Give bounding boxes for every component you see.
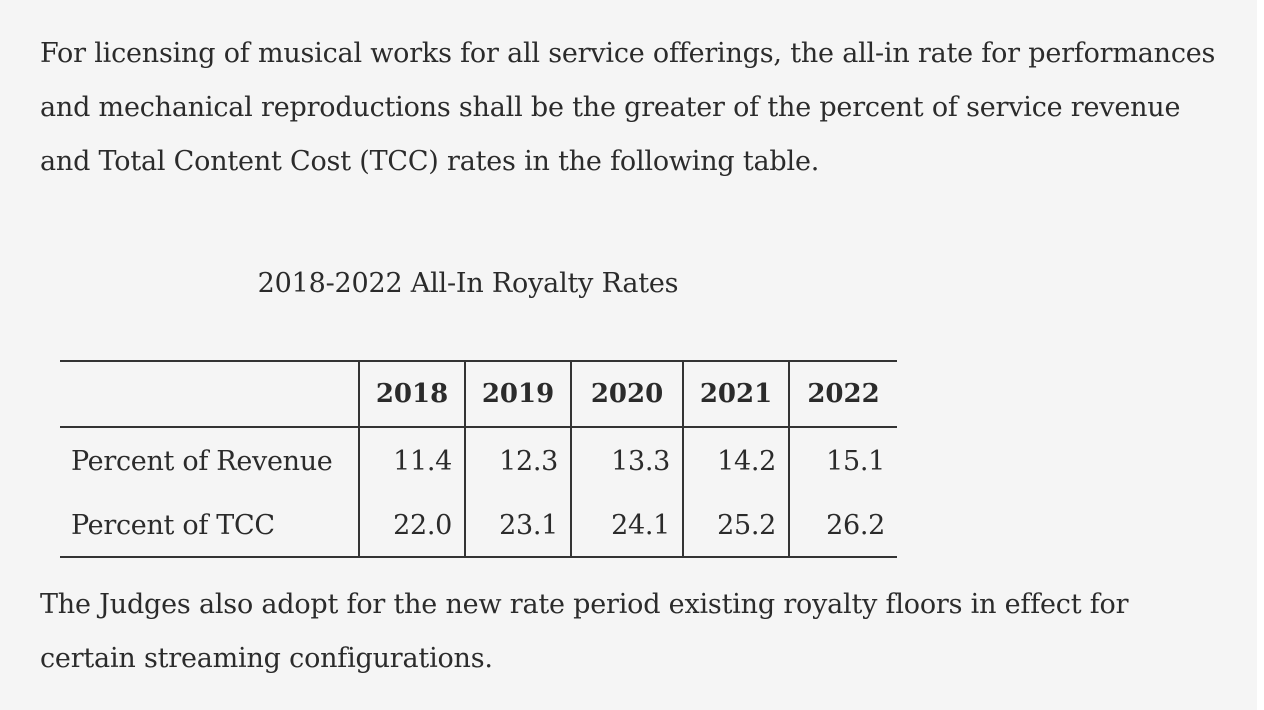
table-cell: 24.1 [570, 494, 683, 558]
table-cell: 11.4 [358, 427, 465, 494]
table-row-percent-of-revenue: Percent of Revenue 11.4 12.3 13.3 14.2 1… [60, 427, 897, 494]
table-cell: 13.3 [570, 427, 683, 494]
table-cell: 15.1 [788, 427, 897, 494]
page-edge [1257, 0, 1264, 710]
table-corner-cell [60, 360, 359, 428]
column-header-2018: 2018 [358, 360, 465, 428]
intro-paragraph: For licensing of musical works for all s… [40, 38, 1216, 177]
table-cell: 22.0 [358, 494, 465, 558]
column-header-2022: 2022 [788, 360, 897, 428]
table-title: 2018-2022 All-In Royalty Rates [257, 268, 679, 299]
table-header-row: 2018 2019 2020 2021 2022 [60, 360, 897, 428]
column-header-2019: 2019 [464, 360, 571, 428]
table-cell: 26.2 [788, 494, 897, 558]
table-cell: 12.3 [464, 427, 571, 494]
column-header-2021: 2021 [682, 360, 789, 428]
table-row-percent-of-tcc: Percent of TCC 22.0 23.1 24.1 25.2 26.2 [60, 494, 897, 558]
table-cell: 25.2 [682, 494, 789, 558]
outro-paragraph: The Judges also adopt for the new rate p… [40, 589, 1129, 674]
row-label: Percent of Revenue [71, 445, 333, 477]
column-header-2020: 2020 [570, 360, 683, 428]
royalty-rates-table: 2018 2019 2020 2021 2022 Percent of Reve… [60, 360, 897, 558]
table-cell: 14.2 [682, 427, 789, 494]
row-label: Percent of TCC [60, 494, 359, 558]
table-cell: 23.1 [464, 494, 571, 558]
